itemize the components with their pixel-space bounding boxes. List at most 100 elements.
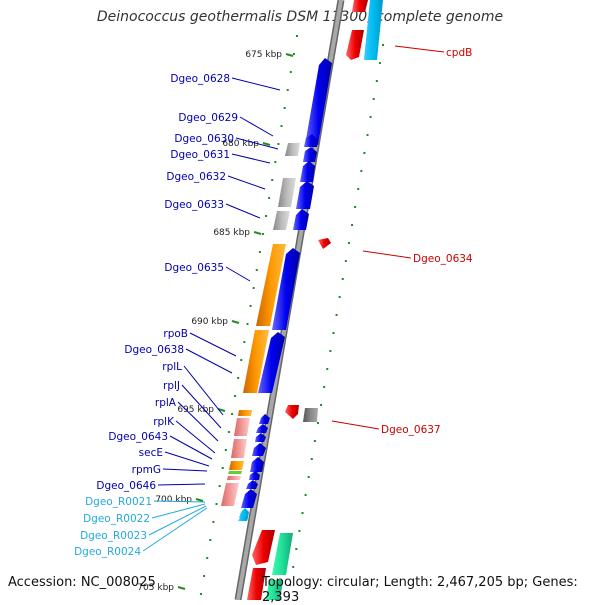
ruler-dot bbox=[203, 575, 206, 577]
ruler-dot bbox=[369, 116, 372, 118]
ruler-major-tick bbox=[285, 53, 294, 57]
ruler-dot bbox=[289, 71, 292, 73]
ruler-dot bbox=[268, 197, 271, 199]
feature-gray-0632 bbox=[278, 178, 296, 207]
gene-label: Dgeo_0633 bbox=[164, 199, 224, 211]
feature-gray-0633 bbox=[273, 211, 290, 230]
ruler-dot bbox=[320, 404, 323, 406]
ruler-label: 705 kbp bbox=[137, 583, 174, 593]
ruler-dot bbox=[206, 557, 209, 559]
ruler-dot bbox=[243, 341, 246, 343]
gene-label: Dgeo_0634 bbox=[413, 253, 473, 265]
ruler-dot bbox=[209, 539, 212, 541]
gene-label: rpmG bbox=[132, 464, 161, 476]
ruler-dot bbox=[212, 521, 215, 523]
accession-text: Accession: NC_008025 bbox=[8, 575, 156, 590]
gene-label: Dgeo_0637 bbox=[381, 424, 441, 436]
ruler-major-tick bbox=[217, 408, 226, 412]
ruler-dot bbox=[215, 503, 218, 505]
ruler-major-tick bbox=[262, 142, 271, 146]
ruler-dot bbox=[316, 422, 319, 424]
ruler-label: 680 kbp bbox=[222, 139, 259, 149]
ruler-dot bbox=[255, 269, 258, 271]
ruler-label: 695 kbp bbox=[177, 405, 214, 415]
ruler-dot bbox=[249, 305, 252, 307]
leader-line bbox=[231, 77, 281, 91]
feature-red-bottom bbox=[252, 530, 275, 565]
feature-orange-upper bbox=[256, 244, 286, 326]
leader-line bbox=[164, 451, 210, 467]
ruler-dot bbox=[292, 53, 295, 55]
map-title: Deinococcus geothermalis DSM 11300, comp… bbox=[96, 9, 504, 25]
ruler-dot bbox=[280, 125, 283, 127]
ruler-dot bbox=[261, 233, 264, 235]
feature-green-bottom bbox=[272, 533, 293, 575]
left-leader-lines bbox=[142, 77, 281, 552]
feature-orange-small bbox=[238, 410, 252, 416]
ruler-label: 685 kbp bbox=[213, 228, 250, 238]
ruler-dot bbox=[378, 62, 381, 64]
ruler-dot bbox=[292, 566, 295, 568]
ruler-dot bbox=[304, 494, 307, 496]
ruler-dot bbox=[252, 287, 255, 289]
ruler-dot bbox=[347, 242, 350, 244]
ruler-dot bbox=[224, 449, 227, 451]
ruler-dot bbox=[289, 584, 292, 586]
leader-line bbox=[175, 420, 216, 454]
gene-dgeo-0630 bbox=[303, 147, 317, 162]
ruler-dot bbox=[234, 395, 237, 397]
left-gene-labels: Dgeo_0628 Dgeo_0629 Dgeo_0630 Dgeo_0631 Dgeo… bbox=[74, 73, 238, 558]
ruler-dot bbox=[230, 413, 233, 415]
ruler-ticks bbox=[200, 35, 384, 595]
gene-label: rplL bbox=[162, 361, 182, 373]
ruler-dot bbox=[332, 332, 335, 334]
ruler-dot bbox=[326, 368, 329, 370]
leader-line bbox=[157, 483, 206, 486]
ruler-major-tick bbox=[253, 231, 262, 235]
gene-dgeo-0632 bbox=[296, 181, 314, 209]
ruler-dot bbox=[344, 260, 347, 262]
gene-dgeo-0631 bbox=[300, 161, 315, 182]
gene-dgeo-0638 bbox=[259, 414, 270, 424]
gene-label: rplK bbox=[153, 416, 175, 428]
gene-label: Dgeo_R0023 bbox=[80, 530, 147, 542]
feature-pink-2 bbox=[231, 439, 247, 458]
ruler-dot bbox=[375, 80, 378, 82]
gene-label: secE bbox=[139, 447, 163, 459]
ruler-dot bbox=[351, 224, 354, 226]
ruler-dot bbox=[237, 377, 240, 379]
ruler-dot bbox=[227, 431, 230, 433]
feature-gray-0630 bbox=[285, 143, 300, 156]
gene-rplj bbox=[255, 433, 266, 442]
leader-line bbox=[362, 250, 412, 259]
right-leader-lines bbox=[331, 45, 445, 430]
gene-features bbox=[221, 0, 383, 600]
gene-label: rplJ bbox=[163, 380, 180, 392]
ruler-dot bbox=[366, 134, 369, 136]
ruler-dot bbox=[200, 593, 203, 595]
gene-label: Dgeo_0629 bbox=[178, 112, 238, 124]
gene-dgeo-0634 bbox=[318, 238, 331, 249]
gene-rpla bbox=[252, 443, 266, 456]
gene-label: Dgeo_R0021 bbox=[85, 496, 152, 508]
ruler-dot bbox=[286, 89, 289, 91]
ruler-dot bbox=[274, 161, 277, 163]
ruler-major-tick bbox=[195, 498, 204, 502]
ruler-label: 700 kbp bbox=[155, 495, 192, 505]
gene-cpdb bbox=[346, 30, 364, 60]
feature-green-rpmG bbox=[228, 471, 242, 474]
leader-line bbox=[185, 348, 233, 374]
leader-line bbox=[177, 401, 219, 442]
ruler-dot bbox=[354, 206, 357, 208]
gene-label: Dgeo_0632 bbox=[166, 171, 226, 183]
feature-green-bottom-2 bbox=[266, 580, 283, 600]
ruler-dot bbox=[218, 485, 221, 487]
leader-line bbox=[162, 468, 208, 472]
ruler-dot bbox=[323, 386, 326, 388]
ruler-dot bbox=[258, 251, 261, 253]
ruler-dot bbox=[335, 314, 338, 316]
gene-rpll bbox=[256, 424, 268, 433]
gene-label: Dgeo_0646 bbox=[96, 480, 156, 492]
ruler-dot bbox=[296, 35, 298, 37]
